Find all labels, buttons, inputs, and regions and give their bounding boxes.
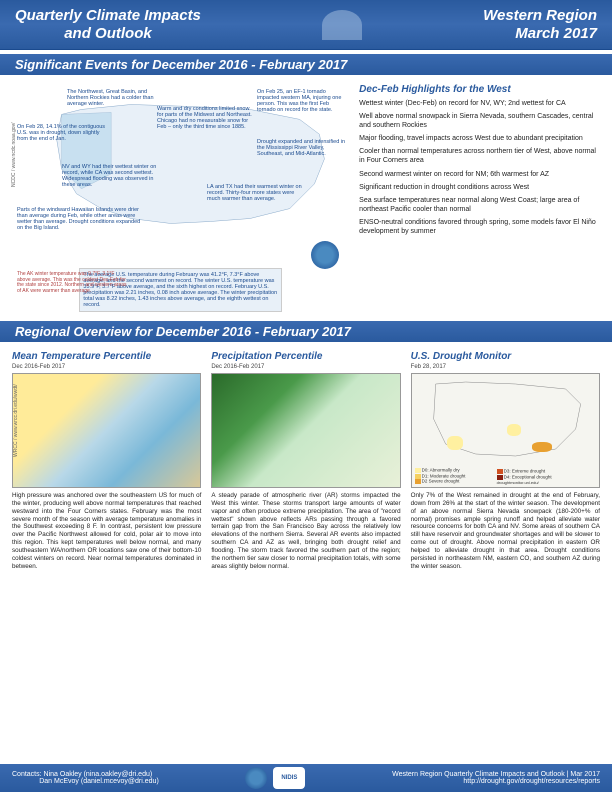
precipitation-map [211,373,400,488]
callout-hawaii: Parts of the windward Hawaiian Islands w… [17,207,147,231]
callout-la-tx: LA and TX had their warmest winter on re… [207,184,302,202]
col1-text: High pressure was anchored over the sout… [12,492,201,571]
map-source-label: NCDC / www.ncdc.noaa.gov/ [11,123,17,187]
callout-drought-expand: Drought expanded and intensified in the … [257,139,349,157]
callout-tornado: On Feb 25, an EF-1 tornado impacted west… [257,89,349,113]
drought-outline-icon [412,374,599,464]
col1-subtitle: Dec 2016-Feb 2017 [12,364,201,370]
col2-text: A steady parade of atmospheric river (AR… [211,492,400,571]
legend-label: D3: Extreme drought [504,469,546,474]
drought-legend-2: D3: Extreme drought D4: Exceptional drou… [497,469,552,485]
legend-label: D2 Severe drought [422,479,460,484]
legend-label: D0: Abnormally dry [422,468,460,473]
highlight-item: Sea surface temperatures near normal alo… [359,196,600,214]
col1-title: Mean Temperature Percentile [12,351,201,362]
contacts-label: Contacts: [12,771,42,778]
page-footer: Contacts: Nina Oakley (nina.oakley@dri.e… [0,764,612,792]
legend-swatch [415,474,421,479]
highlight-item: Well above normal snowpack in Sierra Nev… [359,112,600,130]
callout-drought-pct: On Feb 28, 14.1% of the contiguous U.S. … [17,124,112,142]
footer-right-block: Western Region Quarterly Climate Impacts… [392,771,600,785]
noaa-footer-icon [245,767,267,789]
footer-right2: http://drought.gov/drought/resources/rep… [392,778,600,785]
title-line1: Quarterly Climate Impacts [15,7,201,25]
temperature-map: WRCC / www.wrcc.dri.edu/wwdt/ [12,373,201,488]
contact1: Nina Oakley (nina.oakley@dri.edu) [44,771,153,778]
nidis-footer-icon: NIDIS [273,767,305,789]
contacts-block: Contacts: Nina Oakley (nina.oakley@dri.e… [12,771,159,785]
events-section: The Northwest, Great Basin, and Northern… [0,79,612,317]
highlight-item: Second warmest winter on record for NM; … [359,170,600,179]
legend-label: D1: Moderate drought [422,473,466,478]
col3-subtitle: Feb 28, 2017 [411,364,600,370]
highlights-title: Dec-Feb Highlights for the West [359,84,600,95]
callout-alaska: The AK winter temperature was 9.7°F, 3.1… [17,272,127,294]
highlight-item: Significant reduction in drought conditi… [359,183,600,192]
column-drought: U.S. Drought Monitor Feb 28, 2017 D0: Ab… [411,351,600,571]
drought-patch [507,424,521,436]
highlight-item: Cooler than normal temperatures across n… [359,147,600,165]
column-temperature: Mean Temperature Percentile Dec 2016-Feb… [12,351,201,571]
section1-title: Significant Events for December 2016 - F… [0,54,612,75]
drought-patch [532,442,552,452]
overview-section: Mean Temperature Percentile Dec 2016-Feb… [0,346,612,576]
highlights-list: Wettest winter (Dec-Feb) on record for N… [359,99,600,236]
col3-title: U.S. Drought Monitor [411,351,600,362]
header-logo-icon [322,10,362,40]
column-precipitation: Precipitation Percentile Dec 2016-Feb 20… [211,351,400,571]
highlight-item: ENSO-neutral conditions favored through … [359,218,600,236]
drought-map: D0: Abnormally dry D1: Moderate drought … [411,373,600,488]
drought-patch [447,436,463,450]
legend-swatch [415,468,421,473]
highlight-item: Wettest winter (Dec-Feb) on record for N… [359,99,600,108]
footer-right1: Western Region Quarterly Climate Impacts… [392,771,600,778]
drought-source: droughtmonitor.unl.edu/ [497,481,552,485]
temp-source: WRCC / www.wrcc.dri.edu/wwdt/ [13,384,19,457]
title-line2: and Outlook [15,25,201,43]
drought-legend: D0: Abnormally dry D1: Moderate drought … [415,468,466,485]
highlights-panel: Dec-Feb Highlights for the West Wettest … [359,84,600,312]
col3-text: Only 7% of the West remained in drought … [411,492,600,571]
noaa-logo-icon [311,241,339,269]
region-date-block: Western Region March 2017 [483,7,597,43]
page-header: Quarterly Climate Impacts and Outlook We… [0,0,612,50]
callout-nv-wy: NV and WY had their wettest winter on re… [62,164,157,188]
header-date: March 2017 [483,25,597,43]
callout-midwest: Warm and dry conditions limited snow for… [157,106,252,130]
legend-label: D4: Exceptional drought [504,475,552,480]
legend-swatch [497,469,503,474]
highlight-item: Major flooding, travel impacts across We… [359,134,600,143]
section2-title: Regional Overview for December 2016 - Fe… [0,321,612,342]
contact2: Dan McEvoy (daniel.mcevoy@dri.edu) [39,778,159,785]
us-map-area: The Northwest, Great Basin, and Northern… [12,84,349,312]
title-block: Quarterly Climate Impacts and Outlook [15,7,201,43]
footer-logos: NIDIS [245,767,305,789]
callout-nw: The Northwest, Great Basin, and Northern… [67,89,162,107]
legend-swatch [415,479,421,484]
col2-title: Precipitation Percentile [211,351,400,362]
us-map: The Northwest, Great Basin, and Northern… [12,84,349,264]
col2-subtitle: Dec 2016-Feb 2017 [211,364,400,370]
region: Western Region [483,7,597,25]
